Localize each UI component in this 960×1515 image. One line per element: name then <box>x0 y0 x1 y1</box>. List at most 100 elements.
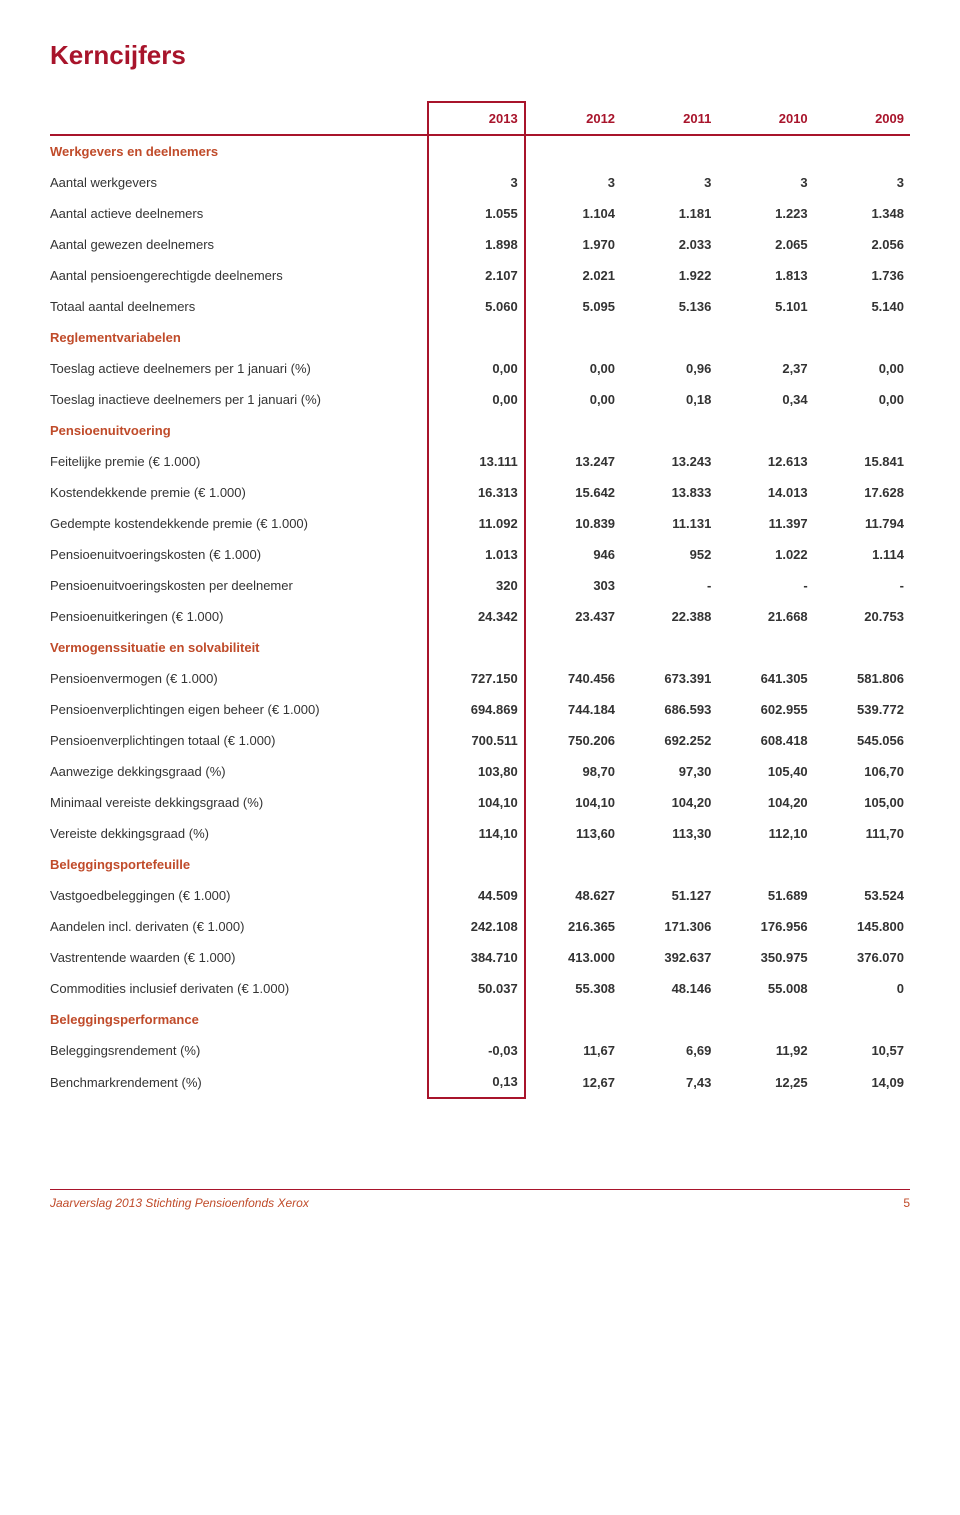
row-label: Pensioenvermogen (€ 1.000) <box>50 663 428 694</box>
row-value: 51.689 <box>717 880 813 911</box>
row-value: 946 <box>525 539 621 570</box>
row-value: 22.388 <box>621 601 717 632</box>
row-value: 2.033 <box>621 229 717 260</box>
year-header: 2013 <box>428 102 524 135</box>
row-value: 5.060 <box>428 291 524 322</box>
row-value: 0,96 <box>621 353 717 384</box>
row-label: Aantal gewezen deelnemers <box>50 229 428 260</box>
row-value: 114,10 <box>428 818 524 849</box>
row-value: 11.794 <box>814 508 910 539</box>
section-heading: Beleggingsperformance <box>50 1004 428 1035</box>
empty-cell <box>525 135 621 167</box>
row-label: Toeslag actieve deelnemers per 1 januari… <box>50 353 428 384</box>
row-value: 11.397 <box>717 508 813 539</box>
row-value: 11.131 <box>621 508 717 539</box>
row-value: 673.391 <box>621 663 717 694</box>
row-value: 14.013 <box>717 477 813 508</box>
row-label: Gedempte kostendekkende premie (€ 1.000) <box>50 508 428 539</box>
empty-cell <box>717 632 813 663</box>
empty-cell <box>814 322 910 353</box>
row-label: Pensioenverplichtingen eigen beheer (€ 1… <box>50 694 428 725</box>
row-value: 2.056 <box>814 229 910 260</box>
empty-cell <box>621 135 717 167</box>
row-value: 7,43 <box>621 1066 717 1098</box>
row-label: Benchmarkrendement (%) <box>50 1066 428 1098</box>
row-label: Aanwezige dekkingsgraad (%) <box>50 756 428 787</box>
row-value: 581.806 <box>814 663 910 694</box>
row-label: Pensioenuitvoeringskosten per deelnemer <box>50 570 428 601</box>
row-value: 55.308 <box>525 973 621 1004</box>
empty-cell <box>621 849 717 880</box>
row-value: 1.022 <box>717 539 813 570</box>
row-value: 0,00 <box>428 384 524 415</box>
row-value: 2.021 <box>525 260 621 291</box>
footer-page-number: 5 <box>903 1196 910 1210</box>
row-label: Vastrentende waarden (€ 1.000) <box>50 942 428 973</box>
row-value: 3 <box>717 167 813 198</box>
row-value: 17.628 <box>814 477 910 508</box>
row-value: 0 <box>814 973 910 1004</box>
empty-cell <box>525 632 621 663</box>
empty-cell <box>814 849 910 880</box>
row-value: 242.108 <box>428 911 524 942</box>
row-value: 692.252 <box>621 725 717 756</box>
row-value: 21.668 <box>717 601 813 632</box>
row-label: Aantal pensioengerechtigde deelnemers <box>50 260 428 291</box>
row-value: 50.037 <box>428 973 524 1004</box>
empty-cell <box>814 135 910 167</box>
row-value: 0,00 <box>525 353 621 384</box>
row-value: 5.101 <box>717 291 813 322</box>
empty-cell <box>717 322 813 353</box>
year-header: 2010 <box>717 102 813 135</box>
row-label: Beleggingsrendement (%) <box>50 1035 428 1066</box>
row-value: 171.306 <box>621 911 717 942</box>
page-footer: Jaarverslag 2013 Stichting Pensioenfonds… <box>50 1189 910 1210</box>
row-value: 608.418 <box>717 725 813 756</box>
row-value: 23.437 <box>525 601 621 632</box>
row-value: 13.243 <box>621 446 717 477</box>
row-label: Pensioenverplichtingen totaal (€ 1.000) <box>50 725 428 756</box>
row-value: 3 <box>621 167 717 198</box>
kerncijfers-table: 20132012201120102009Werkgevers en deelne… <box>50 101 910 1099</box>
year-header-empty <box>50 102 428 135</box>
row-value: 641.305 <box>717 663 813 694</box>
row-value: 11,92 <box>717 1035 813 1066</box>
row-value: 686.593 <box>621 694 717 725</box>
empty-cell <box>428 322 524 353</box>
row-value: 176.956 <box>717 911 813 942</box>
year-header: 2012 <box>525 102 621 135</box>
row-value: 392.637 <box>621 942 717 973</box>
row-label: Feitelijke premie (€ 1.000) <box>50 446 428 477</box>
row-value: 1.055 <box>428 198 524 229</box>
row-value: 97,30 <box>621 756 717 787</box>
row-value: 1.104 <box>525 198 621 229</box>
row-value: 0,34 <box>717 384 813 415</box>
empty-cell <box>428 849 524 880</box>
row-value: 1.736 <box>814 260 910 291</box>
row-value: 1.013 <box>428 539 524 570</box>
section-heading: Werkgevers en deelnemers <box>50 135 428 167</box>
row-value: 20.753 <box>814 601 910 632</box>
row-value: 545.056 <box>814 725 910 756</box>
row-value: 350.975 <box>717 942 813 973</box>
row-value: 11.092 <box>428 508 524 539</box>
empty-cell <box>814 1004 910 1035</box>
empty-cell <box>428 632 524 663</box>
footer-text: Jaarverslag 2013 Stichting Pensioenfonds… <box>50 1196 309 1210</box>
row-value: 0,18 <box>621 384 717 415</box>
empty-cell <box>525 415 621 446</box>
row-value: 3 <box>525 167 621 198</box>
row-value: 15.841 <box>814 446 910 477</box>
empty-cell <box>717 849 813 880</box>
row-value: 694.869 <box>428 694 524 725</box>
row-value: 106,70 <box>814 756 910 787</box>
row-value: 952 <box>621 539 717 570</box>
row-value: 13.833 <box>621 477 717 508</box>
row-value: 320 <box>428 570 524 601</box>
row-value: 303 <box>525 570 621 601</box>
row-value: 145.800 <box>814 911 910 942</box>
row-value: 48.627 <box>525 880 621 911</box>
empty-cell <box>428 415 524 446</box>
empty-cell <box>621 322 717 353</box>
row-label: Pensioenuitvoeringskosten (€ 1.000) <box>50 539 428 570</box>
